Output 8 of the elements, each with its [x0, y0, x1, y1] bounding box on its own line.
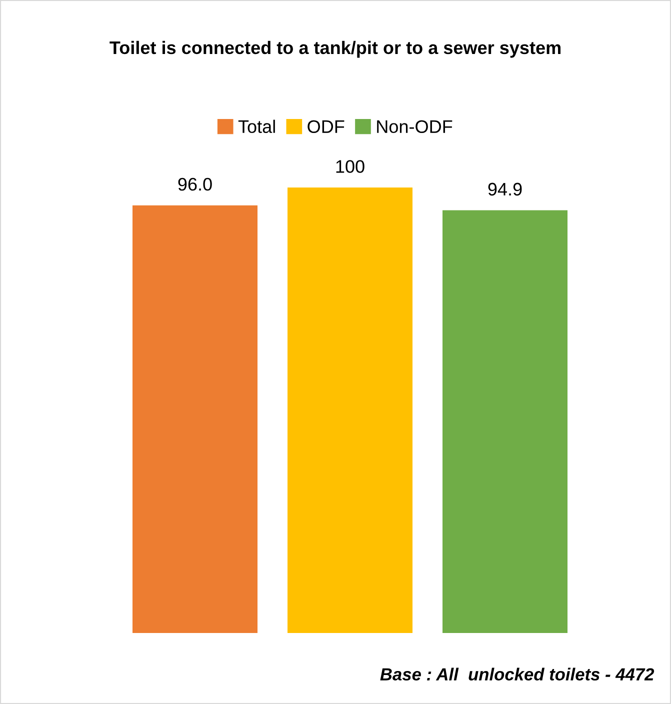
data-label: 100 [336, 160, 364, 173]
legend-label: Total [238, 120, 275, 134]
chart-title: Toilet is connected to a tank/pit or to a sewer system [110, 40, 560, 58]
text: Base : All unlocked toilets - 4472 [380, 668, 654, 681]
data-label: 96.0 [178, 178, 212, 191]
data-label: 94.9 [488, 182, 522, 196]
legend-label: ODF [308, 120, 344, 134]
legend-label: Non-ODF [377, 120, 452, 134]
